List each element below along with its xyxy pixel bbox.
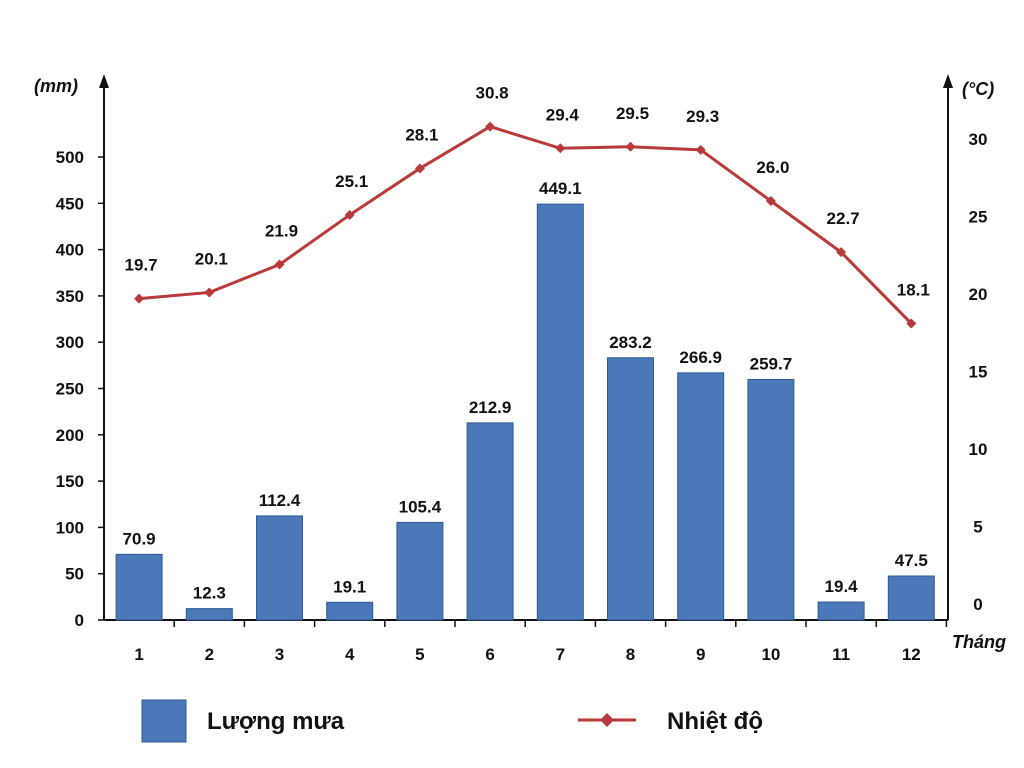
rainfall-bar-label: 212.9 bbox=[469, 398, 512, 417]
legend: Lượng mưa Nhiệt độ bbox=[141, 699, 763, 743]
rainfall-bar-label: 105.4 bbox=[399, 497, 442, 516]
legend-rainfall-label: Lượng mưa bbox=[207, 708, 345, 735]
rainfall-bar-label: 283.2 bbox=[609, 333, 652, 352]
temperature-label: 20.1 bbox=[195, 249, 228, 268]
x-tick-label: 6 bbox=[485, 645, 494, 664]
temperature-label: 29.5 bbox=[616, 104, 649, 123]
left-tick-label: 200 bbox=[56, 426, 84, 445]
temperature-marker bbox=[204, 287, 215, 298]
temperature-marker bbox=[906, 318, 917, 329]
rainfall-bar bbox=[607, 357, 654, 621]
right-axis-ticks: 0 5 10 15 20 25 30 bbox=[969, 130, 988, 614]
legend-temperature-marker bbox=[600, 713, 614, 727]
temperature-label: 29.4 bbox=[546, 105, 580, 124]
x-tick-label: 8 bbox=[626, 645, 635, 664]
temperature-marker bbox=[836, 247, 847, 258]
temperature-marker bbox=[485, 121, 496, 132]
right-tick-label: 20 bbox=[969, 285, 988, 304]
rainfall-bars bbox=[115, 203, 935, 621]
temperature-labels: 19.7 20.1 21.9 25.1 28.1 30.8 29.4 29.5 29.3 26.0… bbox=[125, 84, 930, 300]
temperature-label: 22.7 bbox=[827, 209, 860, 228]
x-tick-label: 1 bbox=[134, 645, 143, 664]
left-tick-label: 100 bbox=[56, 518, 84, 537]
left-tick-label: 350 bbox=[56, 287, 84, 306]
rainfall-bar bbox=[256, 515, 303, 621]
rainfall-bar-label: 449.1 bbox=[539, 179, 582, 198]
rainfall-bar bbox=[396, 521, 444, 621]
left-tick-label: 400 bbox=[56, 241, 84, 260]
left-tick-label: 250 bbox=[56, 380, 84, 399]
rainfall-bar-label: 47.5 bbox=[895, 551, 928, 570]
rainfall-bar-label: 266.9 bbox=[679, 348, 722, 367]
left-tick-label: 0 bbox=[75, 611, 84, 630]
left-axis-arrow bbox=[99, 74, 109, 88]
rainfall-bar bbox=[887, 575, 935, 621]
right-axis-title: (°C) bbox=[962, 79, 994, 99]
x-tick-label: 11 bbox=[832, 645, 850, 664]
legend-rainfall-swatch bbox=[141, 699, 187, 743]
right-tick-label: 25 bbox=[969, 208, 988, 227]
temperature-marker bbox=[625, 141, 636, 152]
left-axis-ticks: 0 50 100 150 200 250 300 350 400 450 500 bbox=[56, 148, 104, 630]
rainfall-bar-label: 12.3 bbox=[193, 584, 226, 603]
x-tick-label: 7 bbox=[556, 645, 565, 664]
x-tick-label: 5 bbox=[415, 645, 424, 664]
x-tick-label: 9 bbox=[696, 645, 705, 664]
temperature-label: 26.0 bbox=[756, 158, 789, 177]
temperature-marker bbox=[274, 259, 285, 270]
rainfall-bar-label: 112.4 bbox=[259, 491, 301, 510]
x-tick-label: 12 bbox=[902, 645, 921, 664]
temperature-label: 28.1 bbox=[405, 125, 438, 144]
temperature-marker bbox=[555, 143, 566, 154]
rainfall-bar-label: 19.4 bbox=[825, 577, 859, 596]
temperature-marker bbox=[134, 293, 145, 304]
right-axis-arrow bbox=[943, 74, 953, 88]
rainfall-bar-label: 19.1 bbox=[333, 577, 366, 596]
rainfall-bar bbox=[115, 553, 163, 621]
left-tick-label: 50 bbox=[65, 565, 84, 584]
left-tick-label: 450 bbox=[56, 194, 84, 213]
rainfall-bar bbox=[817, 601, 865, 621]
right-tick-label: 5 bbox=[973, 518, 982, 537]
legend-temperature-label: Nhiệt độ bbox=[667, 708, 763, 735]
temperature-marker bbox=[765, 196, 776, 206]
temperature-marker bbox=[414, 163, 425, 174]
right-tick-label: 30 bbox=[969, 130, 988, 149]
temperature-label: 21.9 bbox=[265, 222, 298, 241]
right-tick-label: 0 bbox=[973, 595, 982, 614]
left-tick-label: 150 bbox=[56, 472, 84, 491]
x-tick-label: 3 bbox=[275, 645, 284, 664]
rainfall-bar bbox=[326, 601, 374, 621]
temperature-label: 25.1 bbox=[335, 172, 368, 191]
temperature-marker bbox=[695, 144, 706, 155]
x-tick-label: 4 bbox=[345, 645, 355, 664]
rainfall-bar bbox=[185, 608, 233, 621]
temperature-line-layer bbox=[134, 121, 917, 329]
x-axis-ticks: 1 2 3 4 5 6 7 8 9 10 11 12 bbox=[134, 620, 948, 664]
temperature-label: 19.7 bbox=[125, 256, 158, 275]
rainfall-bar bbox=[747, 379, 795, 621]
rainfall-bar bbox=[466, 422, 514, 621]
rainfall-bar bbox=[677, 372, 725, 621]
temperature-label: 18.1 bbox=[897, 280, 930, 299]
left-tick-label: 500 bbox=[56, 148, 84, 167]
right-tick-label: 10 bbox=[969, 440, 988, 459]
rainfall-bar-label: 70.9 bbox=[123, 529, 156, 548]
rainfall-bar bbox=[536, 203, 584, 621]
temperature-marker bbox=[344, 209, 355, 220]
right-tick-label: 15 bbox=[969, 363, 988, 382]
x-tick-label: 2 bbox=[205, 645, 214, 664]
left-tick-label: 300 bbox=[56, 333, 84, 352]
x-tick-label: 10 bbox=[761, 645, 780, 664]
x-axis-title: Tháng bbox=[952, 632, 1006, 652]
temperature-label: 30.8 bbox=[476, 84, 509, 103]
rainfall-bar-labels: 70.9 12.3 112.4 19.1 105.4 212.9 449.1 283.2 266… bbox=[123, 179, 928, 602]
rainfall-bar-label: 259.7 bbox=[750, 355, 793, 374]
temperature-label: 29.3 bbox=[686, 107, 719, 126]
left-axis-title: (mm) bbox=[34, 76, 78, 96]
axes: (mm) (°C) Tháng bbox=[34, 74, 1006, 652]
temperature-line bbox=[138, 124, 913, 325]
